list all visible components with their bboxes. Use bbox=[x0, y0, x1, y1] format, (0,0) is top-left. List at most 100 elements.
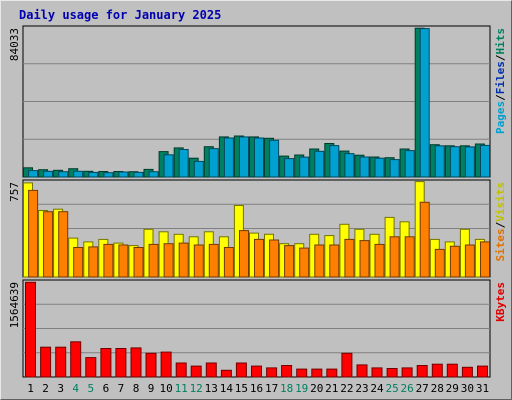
x-tick-label: 4 bbox=[72, 382, 79, 395]
bar-sites-day-9 bbox=[148, 243, 159, 278]
x-tick-label: 14 bbox=[220, 382, 234, 395]
axis-label-pages: Pages bbox=[494, 101, 507, 134]
panel-3: 1564639 KBytes bbox=[8, 279, 507, 378]
bar-pages-day-6 bbox=[103, 172, 114, 178]
bar-sites-day-27 bbox=[419, 201, 430, 278]
bar-kbytes-day-9 bbox=[145, 352, 157, 378]
bar-sites-day-7 bbox=[118, 244, 129, 278]
axis-label-separator: / bbox=[494, 54, 507, 61]
bar-kbytes-day-17 bbox=[266, 367, 278, 378]
bar-kbytes-day-16 bbox=[251, 365, 262, 378]
bar-kbytes-day-7 bbox=[115, 348, 127, 378]
bar-pages-day-25 bbox=[389, 159, 400, 178]
bar-sites-day-14 bbox=[223, 247, 234, 278]
bar-sites-day-21 bbox=[329, 244, 340, 278]
bar-sites-day-13 bbox=[208, 243, 219, 278]
bar-kbytes-day-26 bbox=[401, 367, 413, 378]
bar-kbytes-day-5 bbox=[85, 357, 97, 378]
x-tick-label: 31 bbox=[476, 382, 489, 395]
axis-label-visits: Visits bbox=[494, 182, 507, 222]
x-tick-label: 28 bbox=[431, 382, 444, 395]
bar-pages-day-2 bbox=[43, 170, 54, 178]
x-tick-label: 16 bbox=[250, 382, 263, 395]
x-tick-label: 12 bbox=[190, 382, 203, 395]
bar-kbytes-day-18 bbox=[281, 365, 293, 378]
bar-pages-day-10 bbox=[163, 154, 174, 178]
bar-sites-day-29 bbox=[449, 245, 460, 278]
bar-kbytes-day-1 bbox=[25, 281, 36, 378]
bar-pages-day-14 bbox=[223, 137, 234, 178]
bar-pages-day-28 bbox=[434, 145, 445, 178]
x-tick-label: 19 bbox=[295, 382, 308, 395]
bar-pages-day-16 bbox=[254, 137, 264, 178]
axis-label-hits: Hits bbox=[494, 28, 507, 55]
x-tick-label: 22 bbox=[340, 382, 353, 395]
bar-pages-day-19 bbox=[299, 156, 310, 178]
x-tick-label: 29 bbox=[446, 382, 459, 395]
bar-kbytes-day-13 bbox=[205, 362, 217, 378]
bar-pages-day-9 bbox=[148, 171, 159, 178]
bar-sites-day-16 bbox=[254, 238, 264, 278]
bar-kbytes-day-12 bbox=[190, 365, 202, 378]
x-tick-label: 13 bbox=[205, 382, 218, 395]
bar-sites-day-31 bbox=[480, 241, 490, 278]
axis-max-label: 757 bbox=[8, 182, 21, 202]
bar-pages-day-26 bbox=[404, 150, 415, 178]
bar-pages-day-22 bbox=[344, 153, 355, 178]
bar-kbytes-day-20 bbox=[311, 368, 323, 378]
bar-sites-day-23 bbox=[359, 240, 370, 278]
bar-pages-day-27 bbox=[419, 28, 430, 178]
axis-label-sites: Sites bbox=[494, 228, 507, 261]
x-tick-label: 27 bbox=[416, 382, 429, 395]
series-axis-label: KBytes bbox=[494, 282, 507, 322]
x-tick-label: 25 bbox=[385, 382, 398, 395]
x-tick-label: 5 bbox=[87, 382, 94, 395]
bar-kbytes-day-21 bbox=[326, 368, 338, 378]
bar-kbytes-day-27 bbox=[416, 365, 428, 378]
bar-sites-day-6 bbox=[103, 243, 114, 278]
bar-sites-day-3 bbox=[58, 211, 69, 278]
bar-kbytes-day-6 bbox=[100, 348, 112, 378]
x-tick-label: 26 bbox=[400, 382, 413, 395]
bar-pages-day-17 bbox=[269, 139, 280, 178]
bar-kbytes-day-25 bbox=[386, 368, 398, 378]
bar-kbytes-day-30 bbox=[461, 366, 473, 378]
bar-pages-day-30 bbox=[464, 146, 475, 178]
bar-sites-day-24 bbox=[374, 243, 385, 278]
bar-kbytes-day-31 bbox=[477, 365, 488, 378]
bar-kbytes-day-4 bbox=[70, 341, 82, 378]
bar-sites-day-5 bbox=[88, 246, 99, 278]
bar-kbytes-day-19 bbox=[296, 368, 308, 378]
bar-pages-day-5 bbox=[88, 171, 99, 178]
bar-kbytes-day-8 bbox=[130, 347, 142, 378]
series-axis-label: Pages/Files/Hits bbox=[494, 28, 507, 134]
axis-max-label: 84033 bbox=[8, 28, 21, 61]
bar-kbytes-day-28 bbox=[431, 363, 443, 378]
x-tick-label: 15 bbox=[235, 382, 248, 395]
bar-kbytes-day-23 bbox=[356, 364, 368, 378]
bar-sites-day-26 bbox=[404, 236, 415, 278]
bar-kbytes-day-2 bbox=[40, 346, 52, 378]
bar-sites-day-28 bbox=[434, 248, 445, 278]
axis-label-files: Files bbox=[494, 61, 507, 94]
x-tick-label: 18 bbox=[280, 382, 293, 395]
x-tick-label: 6 bbox=[103, 382, 110, 395]
x-tick-label: 21 bbox=[325, 382, 338, 395]
x-tick-label: 11 bbox=[175, 382, 188, 395]
bar-pages-day-13 bbox=[208, 148, 219, 178]
axis-max-label: 1564639 bbox=[8, 282, 21, 328]
bar-pages-day-1 bbox=[28, 170, 39, 178]
bar-sites-day-11 bbox=[178, 242, 189, 278]
bar-pages-day-24 bbox=[374, 157, 385, 178]
bar-pages-day-21 bbox=[329, 145, 340, 178]
chart-title: Daily usage for January 2025 bbox=[19, 8, 221, 22]
bar-kbytes-day-29 bbox=[446, 363, 458, 378]
bar-kbytes-day-22 bbox=[341, 352, 353, 378]
x-tick-label: 17 bbox=[265, 382, 278, 395]
bar-kbytes-day-15 bbox=[235, 362, 247, 378]
x-tick-label: 7 bbox=[118, 382, 125, 395]
bar-pages-day-20 bbox=[314, 150, 325, 178]
x-tick-label: 23 bbox=[355, 382, 368, 395]
bar-pages-day-31 bbox=[480, 144, 490, 178]
bar-sites-day-18 bbox=[284, 245, 295, 278]
